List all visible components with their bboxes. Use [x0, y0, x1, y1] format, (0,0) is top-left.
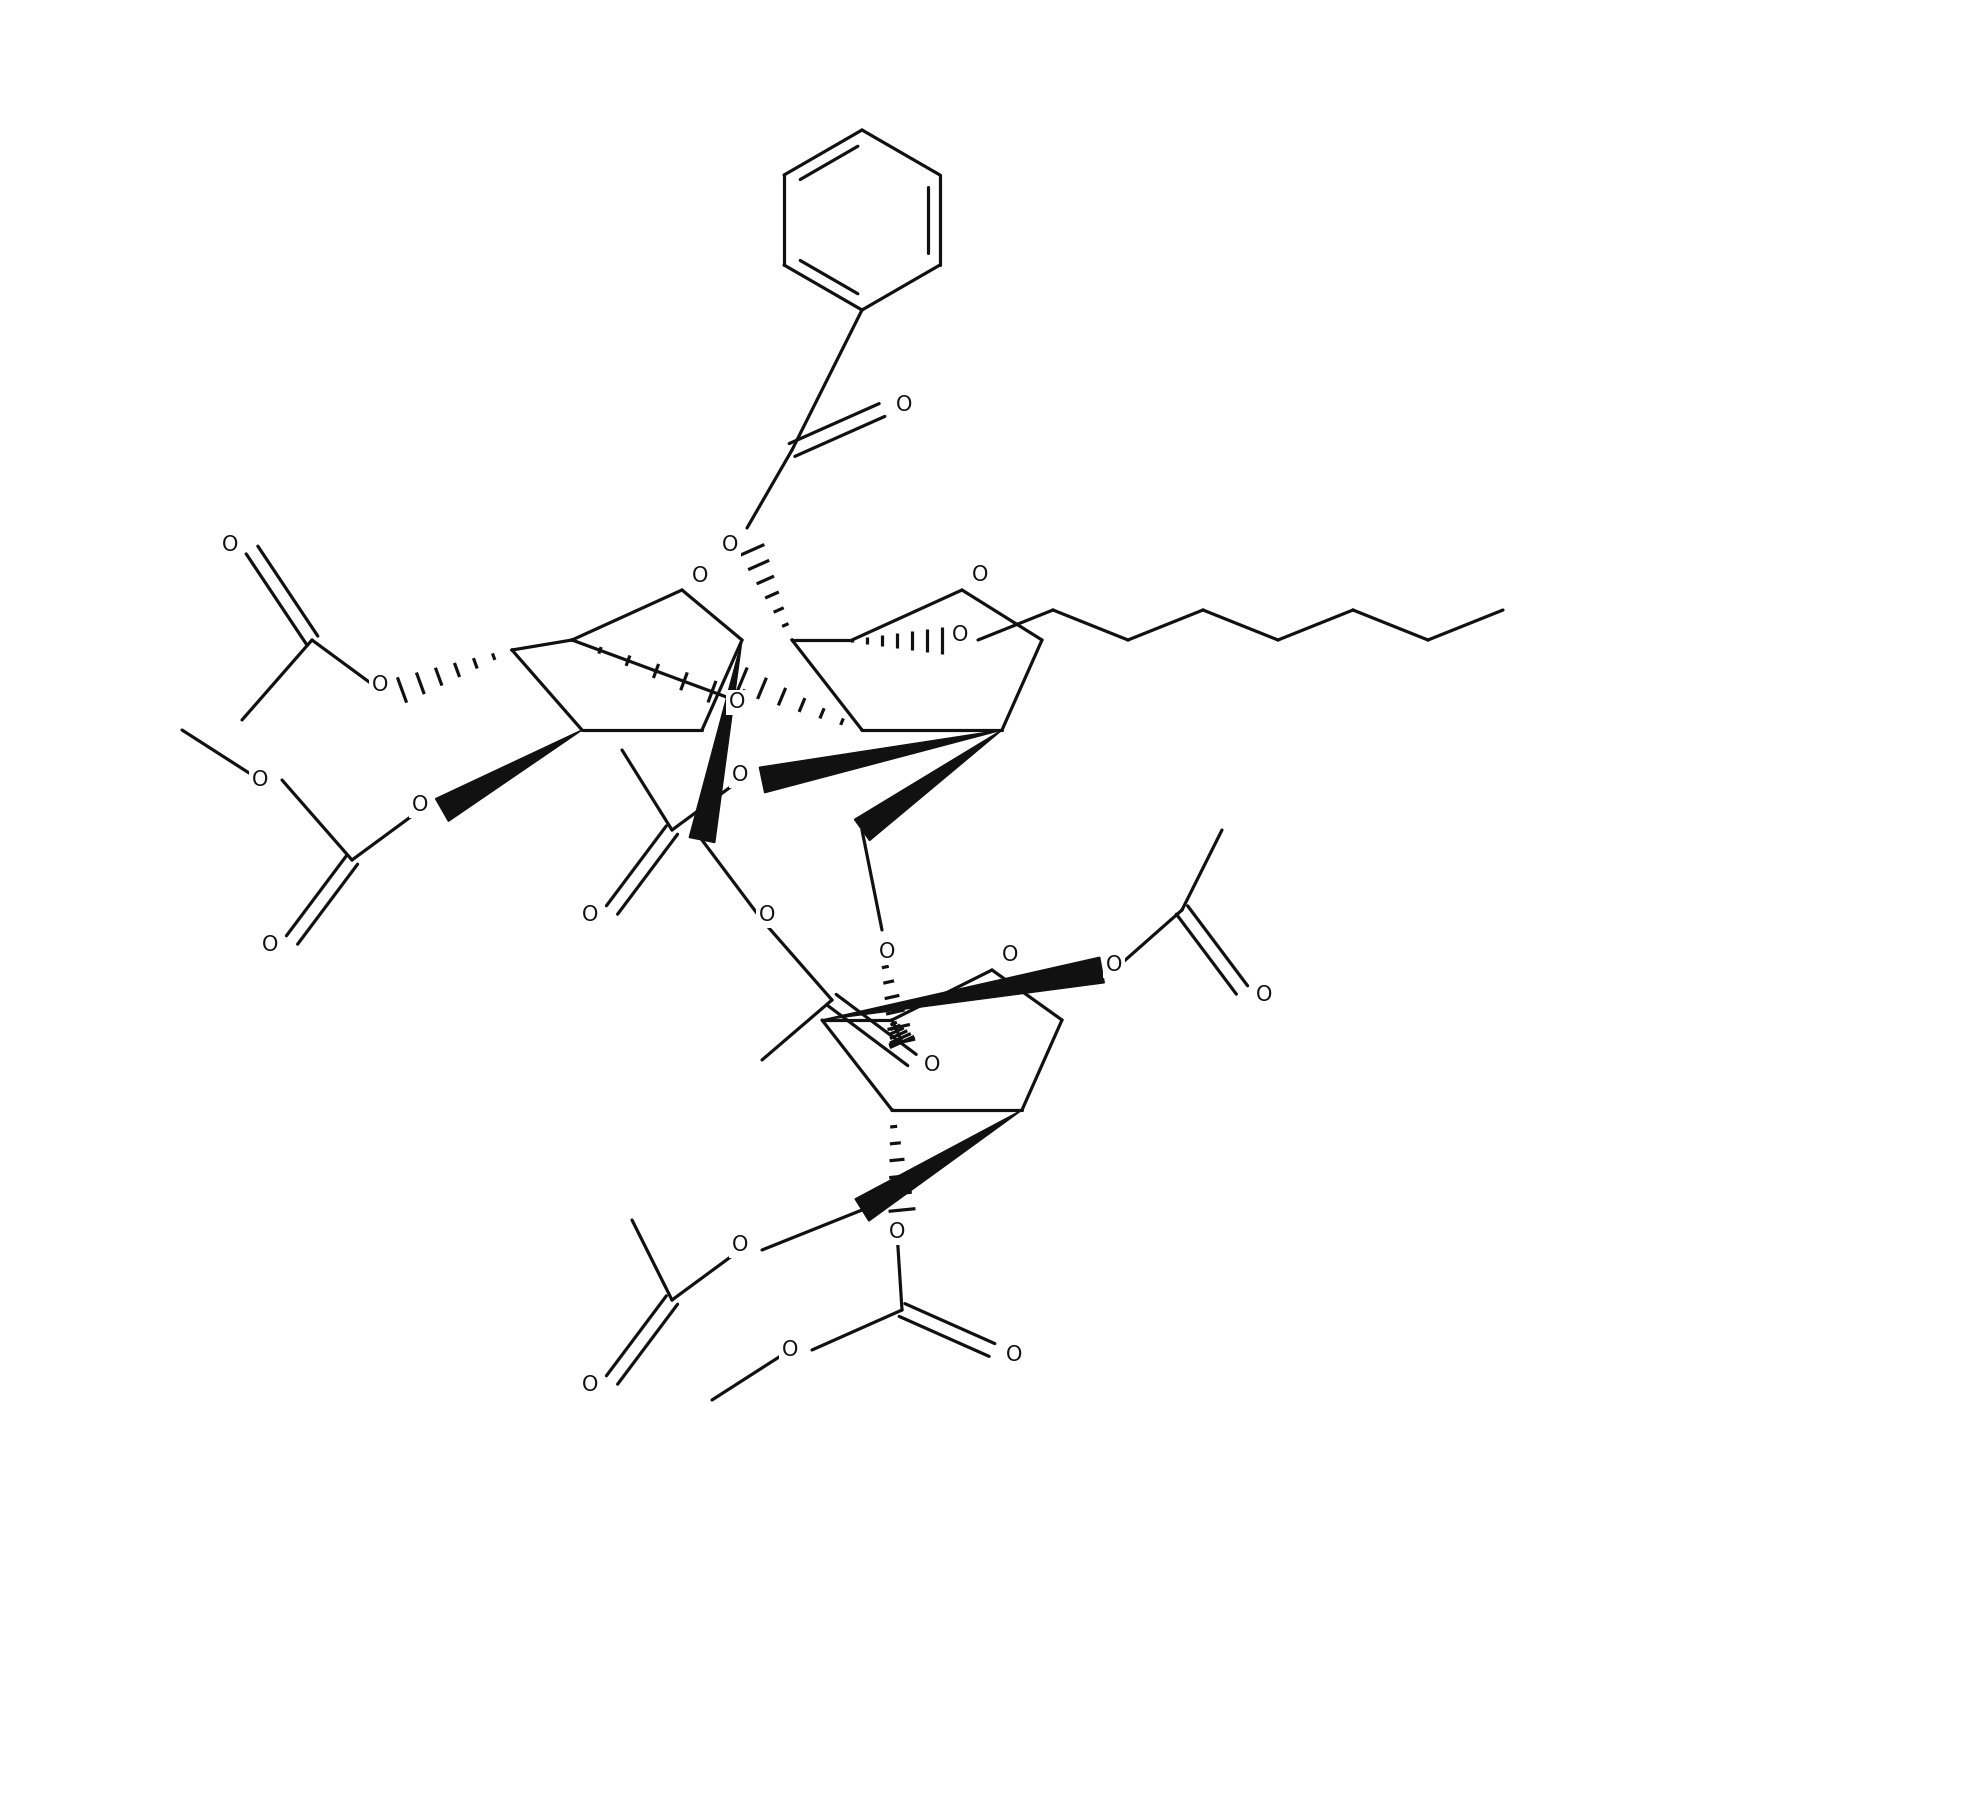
Text: O: O	[373, 676, 388, 696]
Text: O: O	[731, 1234, 747, 1254]
Text: O: O	[1257, 986, 1272, 1006]
Text: O: O	[781, 1341, 799, 1361]
Text: O: O	[583, 905, 599, 924]
Polygon shape	[854, 1110, 1023, 1222]
Text: O: O	[896, 395, 912, 414]
Text: O: O	[412, 795, 428, 815]
Text: O: O	[262, 935, 277, 955]
Text: O: O	[759, 905, 775, 924]
Text: O: O	[721, 535, 737, 555]
Text: O: O	[729, 692, 745, 712]
Polygon shape	[823, 957, 1104, 1020]
Text: O: O	[222, 535, 238, 555]
Text: O: O	[1005, 1344, 1023, 1364]
Polygon shape	[759, 730, 1003, 793]
Text: O: O	[888, 1222, 906, 1242]
Text: O: O	[731, 766, 747, 786]
Text: O: O	[1001, 944, 1019, 966]
Text: O: O	[924, 1054, 939, 1076]
Text: O: O	[583, 1375, 599, 1395]
Polygon shape	[436, 730, 583, 822]
Text: O: O	[252, 769, 268, 789]
Text: O: O	[971, 566, 989, 586]
Text: O: O	[1106, 955, 1122, 975]
Text: O: O	[692, 566, 708, 586]
Text: O: O	[878, 942, 896, 962]
Polygon shape	[854, 730, 1003, 840]
Text: O: O	[951, 625, 967, 645]
Polygon shape	[690, 640, 741, 843]
